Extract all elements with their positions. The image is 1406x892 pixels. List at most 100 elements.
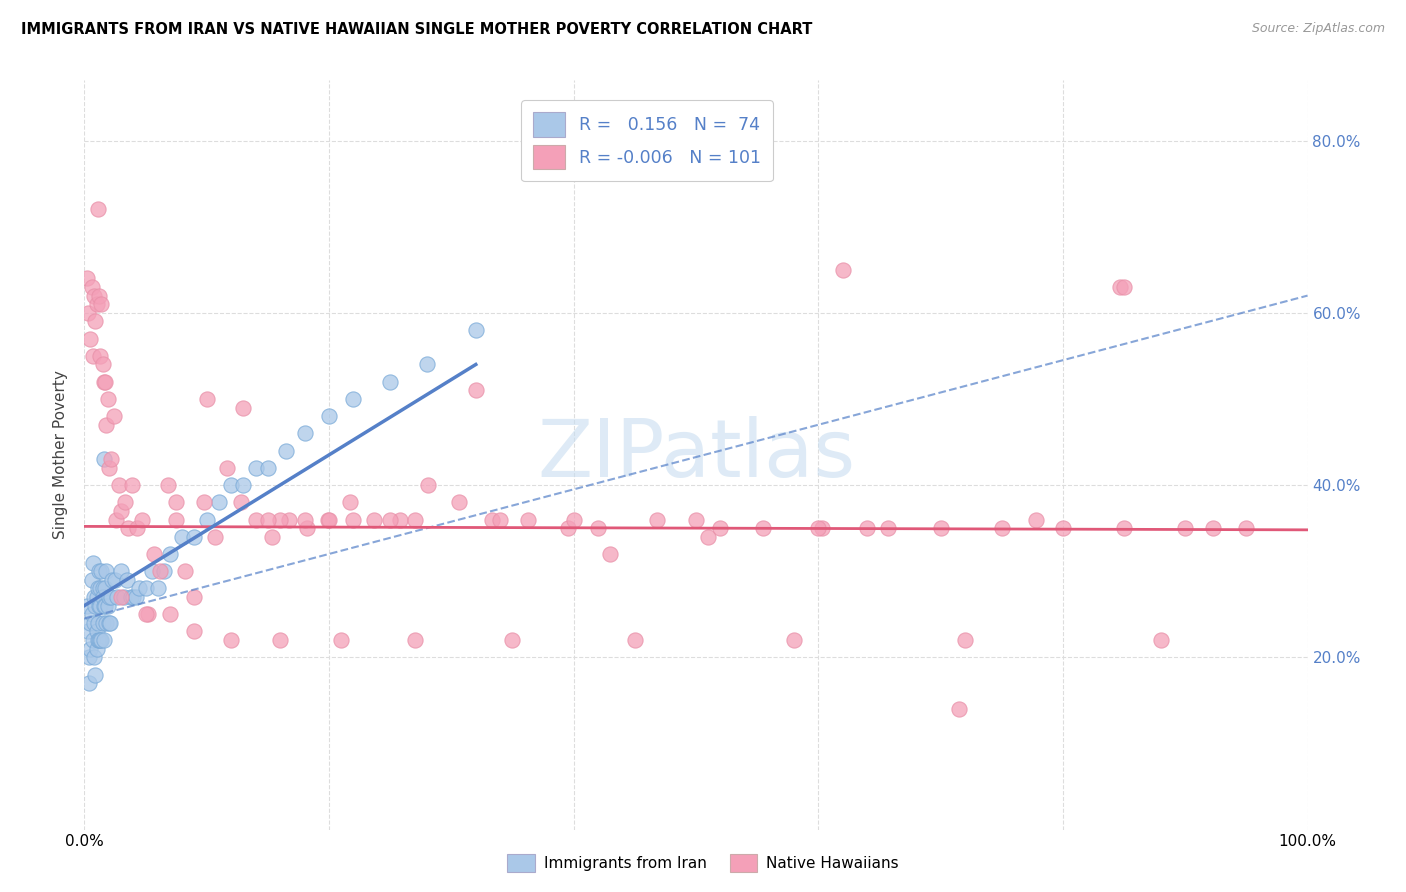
Point [159,547,181,561]
Point [79,332,101,346]
Point [173,564,195,578]
Point [217,460,239,475]
Point [104,573,127,587]
Point [245,512,267,526]
Point [948,702,970,716]
Point [257,512,280,526]
Point [183,530,205,544]
Point [125,590,148,604]
Point [90,297,112,311]
Point [245,460,267,475]
Point [120,590,142,604]
Point [193,495,215,509]
Point [562,512,585,526]
Point [94,582,117,596]
Point [1174,521,1197,535]
Point [87,582,110,596]
Point [96,417,118,432]
Point [90,633,112,648]
Point [404,512,426,526]
Point [82,349,104,363]
Point [388,512,411,526]
Point [131,512,153,526]
Point [82,556,104,570]
Text: Source: ZipAtlas.com: Source: ZipAtlas.com [1251,22,1385,36]
Point [517,512,540,526]
Point [380,512,402,526]
Point [87,288,110,302]
Point [83,615,105,630]
Point [489,512,512,526]
Point [105,590,128,604]
Point [110,590,132,604]
Point [464,384,486,398]
Point [86,641,108,656]
Point [330,633,353,648]
Point [76,271,98,285]
Point [91,590,114,604]
Point [76,599,98,613]
Text: ZIPatlas: ZIPatlas [537,416,855,494]
Point [165,495,187,509]
Point [87,599,110,613]
Point [232,478,254,492]
Point [80,280,103,294]
Point [1202,521,1225,535]
Point [807,521,830,535]
Point [97,392,120,406]
Point [991,521,1014,535]
Point [100,590,122,604]
Point [100,452,122,467]
Point [685,512,707,526]
Point [447,495,470,509]
Point [363,512,385,526]
Text: IMMIGRANTS FROM IRAN VS NATIVE HAWAIIAN SINGLE MOTHER POVERTY CORRELATION CHART: IMMIGRANTS FROM IRAN VS NATIVE HAWAIIAN … [21,22,813,37]
Point [112,590,135,604]
Point [1114,521,1136,535]
Legend: Immigrants from Iran, Native Hawaiians: Immigrants from Iran, Native Hawaiians [499,846,907,880]
Point [91,358,114,372]
Point [195,512,218,526]
Point [141,564,163,578]
Point [117,521,139,535]
Point [232,401,254,415]
Point [80,607,103,622]
Point [416,358,439,372]
Point [80,573,103,587]
Point [94,599,117,613]
Legend: R =   0.156   N =  74, R = -0.006   N = 101: R = 0.156 N = 74, R = -0.006 N = 101 [522,100,773,181]
Point [97,460,120,475]
Point [89,633,111,648]
Point [294,512,316,526]
Point [269,633,291,648]
Point [114,495,136,509]
Point [752,521,775,535]
Point [101,573,124,587]
Point [557,521,579,535]
Point [165,512,187,526]
Point [295,521,318,535]
Point [183,590,205,604]
Point [877,521,900,535]
Point [195,392,218,406]
Point [77,306,100,320]
Point [645,512,668,526]
Point [586,521,609,535]
Point [624,633,647,648]
Point [86,624,108,639]
Point [208,495,231,509]
Point [94,375,117,389]
Point [79,641,101,656]
Point [91,582,114,596]
Point [318,512,340,526]
Point [153,564,176,578]
Point [93,375,115,389]
Point [125,521,148,535]
Point [86,590,108,604]
Point [86,297,108,311]
Point [90,564,112,578]
Point [257,460,280,475]
Point [89,582,111,596]
Point [1114,280,1136,294]
Point [82,633,104,648]
